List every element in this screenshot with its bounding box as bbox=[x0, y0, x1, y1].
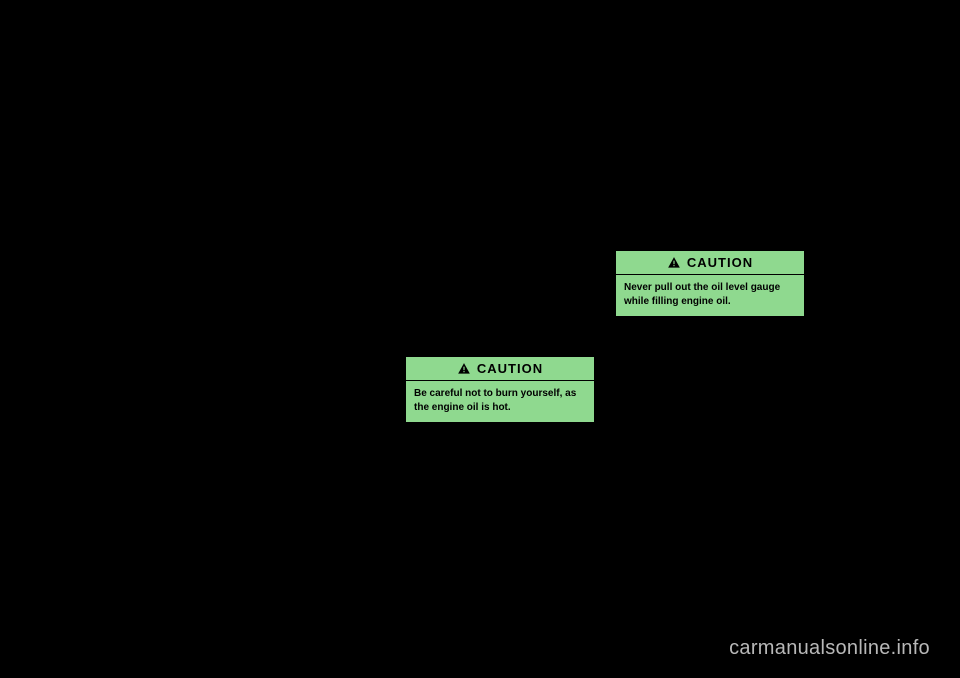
watermark-text: carmanualsonline.info bbox=[729, 637, 930, 660]
caution-body: Never pull out the oil level gauge while… bbox=[616, 275, 804, 316]
caution-header: CAUTION bbox=[406, 357, 594, 381]
caution-title: CAUTION bbox=[477, 361, 543, 376]
warning-triangle-icon bbox=[667, 256, 681, 270]
caution-title: CAUTION bbox=[687, 255, 753, 270]
caution-box-2: CAUTION Never pull out the oil level gau… bbox=[615, 250, 805, 317]
caution-body: Be careful not to burn yourself, as the … bbox=[406, 381, 594, 422]
warning-triangle-icon bbox=[457, 362, 471, 376]
caution-box-1: CAUTION Be careful not to burn yourself,… bbox=[405, 356, 595, 423]
caution-header: CAUTION bbox=[616, 251, 804, 275]
